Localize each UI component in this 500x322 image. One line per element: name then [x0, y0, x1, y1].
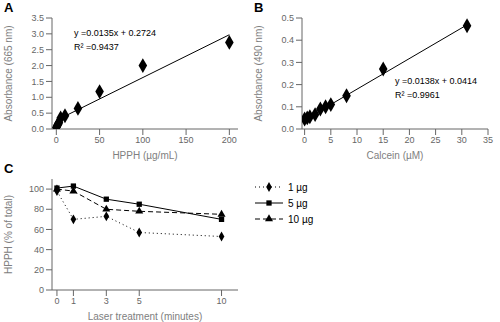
svg-text:HPPH (% of total): HPPH (% of total) — [8, 195, 14, 274]
svg-text:Calcein (µM): Calcein (µM) — [367, 150, 424, 161]
html-text:R² =0.9437: R² =0.9437 — [74, 42, 119, 52]
svg-text:0.0: 0.0 — [281, 124, 294, 134]
svg-text:200: 200 — [222, 135, 237, 145]
html-text:10 µg: 10 µg — [288, 213, 314, 225]
svg-text:50: 50 — [95, 135, 105, 145]
svg-text:10: 10 — [217, 296, 227, 306]
svg-text:3.5: 3.5 — [31, 13, 44, 23]
svg-text:2.0: 2.0 — [31, 61, 44, 71]
svg-text:0: 0 — [39, 285, 44, 295]
svg-text:0.3: 0.3 — [281, 58, 294, 68]
svg-text:5: 5 — [137, 296, 142, 306]
svg-text:0.0: 0.0 — [31, 124, 44, 134]
svg-text:80: 80 — [34, 204, 44, 214]
svg-text:0: 0 — [302, 135, 307, 145]
html-text:R² =0.9961: R² =0.9961 — [395, 90, 440, 100]
html-text:1 µg: 1 µg — [288, 181, 308, 193]
html-text:A: A — [4, 0, 14, 15]
svg-text:3.0: 3.0 — [31, 29, 44, 39]
svg-text:100: 100 — [135, 135, 150, 145]
svg-text:0.2: 0.2 — [281, 80, 294, 90]
svg-text:35: 35 — [483, 135, 492, 145]
svg-text:60: 60 — [34, 225, 44, 235]
svg-text:0.5: 0.5 — [31, 108, 44, 118]
svg-text:100: 100 — [29, 184, 44, 194]
html-text:B: B — [254, 0, 264, 15]
svg-text:150: 150 — [179, 135, 194, 145]
svg-text:20: 20 — [404, 135, 414, 145]
svg-text:5: 5 — [328, 135, 333, 145]
svg-text:Absorbance (490 nm): Absorbance (490 nm) — [253, 25, 264, 121]
svg-text:0.5: 0.5 — [281, 13, 294, 23]
svg-text:HPPH (µg/mL): HPPH (µg/mL) — [112, 150, 177, 161]
html-text:y =0.0135x + 0.2724: y =0.0135x + 0.2724 — [74, 28, 157, 38]
html-text:y =0.0138x + 0.0414: y =0.0138x + 0.0414 — [395, 76, 478, 86]
svg-text:1.0: 1.0 — [31, 92, 44, 102]
svg-text:30: 30 — [457, 135, 467, 145]
svg-text:1.5: 1.5 — [31, 77, 44, 87]
html-text:5 µg: 5 µg — [288, 197, 308, 209]
svg-text:10: 10 — [352, 135, 362, 145]
svg-text:0: 0 — [54, 296, 59, 306]
svg-text:25: 25 — [431, 135, 441, 145]
svg-text:2.5: 2.5 — [31, 45, 44, 55]
svg-text:40: 40 — [34, 245, 44, 255]
svg-text:15: 15 — [378, 135, 388, 145]
svg-text:0: 0 — [54, 135, 59, 145]
svg-text:3: 3 — [104, 296, 109, 306]
html-text:C: C — [4, 161, 14, 176]
svg-text:0.4: 0.4 — [281, 35, 294, 45]
svg-text:Laser treatment (minutes): Laser treatment (minutes) — [88, 311, 203, 322]
svg-text:Absorbance (665 nm): Absorbance (665 nm) — [8, 25, 14, 121]
svg-text:1: 1 — [71, 296, 76, 306]
svg-text:0.1: 0.1 — [281, 102, 294, 112]
svg-text:20: 20 — [34, 265, 44, 275]
